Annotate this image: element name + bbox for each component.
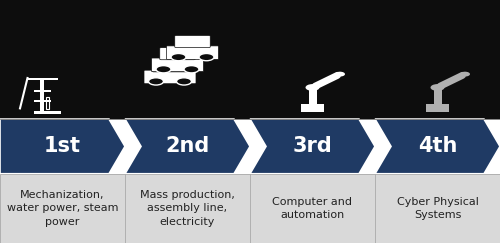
- Bar: [40, 80, 44, 111]
- FancyBboxPatch shape: [160, 48, 195, 60]
- Polygon shape: [250, 119, 375, 174]
- Bar: [0, 174, 500, 243]
- FancyBboxPatch shape: [152, 60, 188, 72]
- Circle shape: [306, 84, 320, 91]
- Circle shape: [176, 78, 192, 85]
- FancyArrowPatch shape: [315, 75, 338, 86]
- Bar: [34, 90, 50, 92]
- Text: Mechanization,
water power, steam
power: Mechanization, water power, steam power: [7, 190, 118, 227]
- Bar: [308, 87, 316, 104]
- Bar: [34, 100, 50, 102]
- Circle shape: [335, 72, 345, 77]
- Polygon shape: [0, 119, 125, 174]
- Text: Computer and
automation: Computer and automation: [272, 197, 352, 220]
- FancyBboxPatch shape: [166, 46, 218, 60]
- Text: 1st: 1st: [44, 136, 81, 156]
- FancyBboxPatch shape: [175, 35, 210, 48]
- Bar: [426, 104, 449, 112]
- Circle shape: [171, 53, 186, 61]
- Bar: [434, 87, 442, 104]
- Text: 2nd: 2nd: [166, 136, 210, 156]
- Text: 4th: 4th: [418, 136, 457, 156]
- Circle shape: [460, 72, 470, 77]
- Circle shape: [156, 66, 171, 73]
- Bar: [46, 97, 49, 109]
- FancyBboxPatch shape: [144, 70, 196, 84]
- Text: Cyber Physical
Systems: Cyber Physical Systems: [396, 197, 478, 220]
- Bar: [301, 104, 324, 112]
- Polygon shape: [125, 119, 250, 174]
- Circle shape: [199, 53, 214, 61]
- Bar: [0, 0, 500, 119]
- Circle shape: [430, 84, 444, 91]
- Bar: [34, 111, 61, 114]
- Polygon shape: [375, 119, 500, 174]
- Bar: [0, 174, 500, 243]
- Circle shape: [184, 66, 199, 73]
- Circle shape: [148, 78, 164, 85]
- FancyArrowPatch shape: [440, 75, 462, 86]
- Bar: [28, 78, 58, 80]
- FancyBboxPatch shape: [152, 58, 204, 71]
- Text: Mass production,
assembly line,
electricity: Mass production, assembly line, electric…: [140, 190, 235, 227]
- Text: 3rd: 3rd: [292, 136, 333, 156]
